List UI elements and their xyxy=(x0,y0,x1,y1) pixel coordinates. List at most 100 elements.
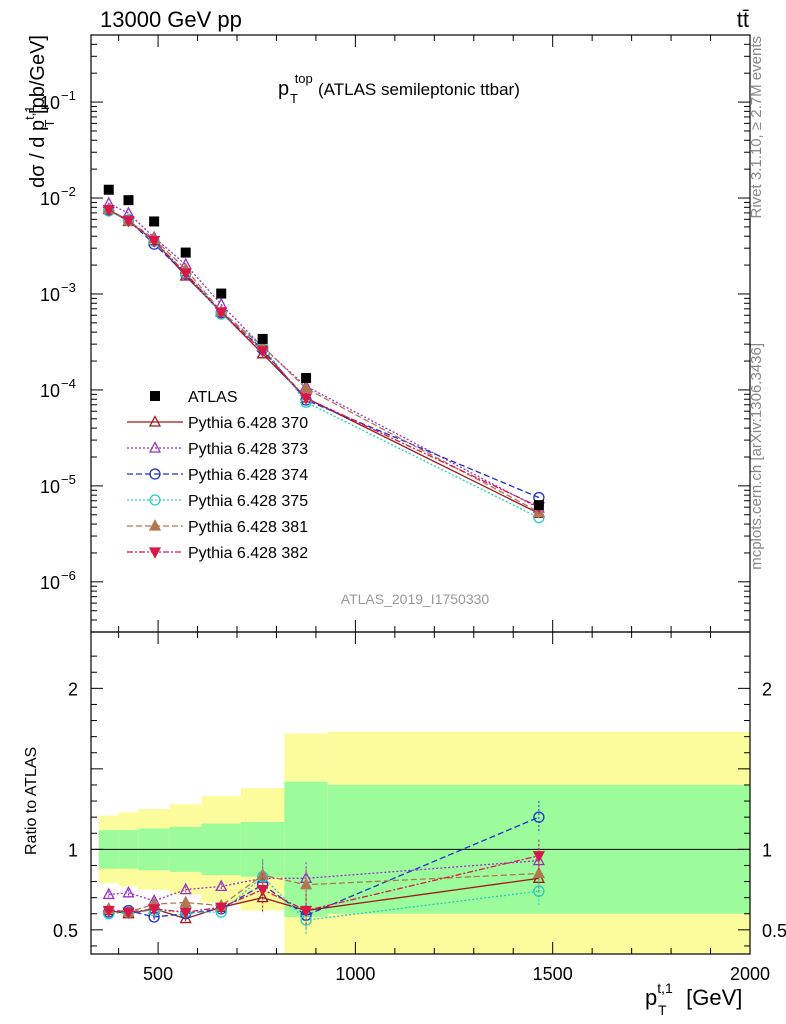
y-tick-label-ratio: 0.5 xyxy=(53,921,78,941)
y-tick-label-exp: −2 xyxy=(61,184,76,199)
y-axis-main-label-sub: T xyxy=(42,119,57,127)
main-panel-frame xyxy=(90,34,751,633)
legend-data-label: ATLAS xyxy=(188,389,238,406)
x-axis-label-sub: T xyxy=(658,1002,667,1018)
series-point-ratio xyxy=(215,879,228,892)
plot-title-main: p xyxy=(278,78,289,100)
series-point-ratio xyxy=(256,884,269,897)
legend-series-marker xyxy=(149,494,161,506)
data-point xyxy=(180,247,191,258)
y-tick-label-main: 10 xyxy=(40,93,60,113)
legend-series-marker xyxy=(148,519,162,531)
series-line-main xyxy=(108,209,540,508)
x-axis-label-unit: [GeV] xyxy=(680,985,742,1010)
y-tick-label-exp: −1 xyxy=(61,88,76,103)
series-point-ratio xyxy=(102,905,115,918)
legend-series-label: Pythia 6.428 381 xyxy=(188,519,308,536)
y-axis-main-label: dσ / d pt,1 T [pb/GeV] xyxy=(22,35,57,188)
series-point-ratio xyxy=(102,887,115,900)
series-point-ratio xyxy=(215,902,228,915)
y-tick-label-main: 10 xyxy=(40,189,60,209)
energy-label: 13000 GeV pp xyxy=(100,7,242,32)
x-axis-label-text: p xyxy=(645,985,657,1010)
series-point-ratio xyxy=(532,851,545,863)
legend-data-marker xyxy=(150,391,160,401)
plot-title-sub: T xyxy=(290,91,298,106)
y-tick-label-main: 10 xyxy=(40,285,60,305)
series-point-main xyxy=(102,205,115,217)
x-tick-label: 1000 xyxy=(335,964,375,984)
legend-series-marker xyxy=(148,547,162,559)
series-line-ratio xyxy=(108,855,540,913)
plot-title: p top T (ATLAS semileptonic ttbar) xyxy=(278,66,520,108)
y-tick-label-ratio-right: 0.5 xyxy=(762,921,786,941)
series-point-main xyxy=(299,381,313,394)
y-tick-label-ratio-right: 1 xyxy=(762,840,772,860)
series-point-main xyxy=(215,307,228,320)
data-point xyxy=(123,195,134,206)
series-point-main xyxy=(148,236,161,248)
y-axis-main-label-unit: [pb/GeV] xyxy=(27,35,49,120)
series-point-ratio xyxy=(532,866,545,879)
series-point-ratio xyxy=(122,907,135,920)
legend-series-label: Pythia 6.428 373 xyxy=(188,441,308,458)
main-panel-series xyxy=(102,196,545,524)
series-point-ratio xyxy=(533,811,545,823)
data-point xyxy=(257,333,268,344)
series-point-ratio xyxy=(122,885,135,898)
legend-series-marker xyxy=(149,468,161,480)
series-line-main xyxy=(108,210,540,519)
y-tick-label-main: 10 xyxy=(40,477,60,497)
series-point-main xyxy=(256,346,269,358)
data-point xyxy=(533,500,544,511)
series-line-main xyxy=(108,208,540,513)
legend-series-label: Pythia 6.428 374 xyxy=(188,467,308,484)
series-line-main xyxy=(108,202,540,509)
y-tick-label-main: 10 xyxy=(40,381,60,401)
y-tick-label-base: 10 xyxy=(40,93,60,113)
ratio-panel-frame xyxy=(90,631,751,955)
axes-frame xyxy=(90,34,751,955)
series-line-ratio xyxy=(108,872,539,913)
y-axis-ratio-label: Ratio to ATLAS xyxy=(23,747,40,855)
data-point xyxy=(301,373,312,384)
mcplots-label: mcplots.cern.ch [arXiv:1306.3436] xyxy=(748,343,765,570)
y-tick-label-exp: −4 xyxy=(61,376,76,391)
series-point-main xyxy=(179,268,192,281)
x-tick-label: 1500 xyxy=(533,964,573,984)
series-point-ratio xyxy=(148,904,161,916)
y-tick-label-base: 10 xyxy=(40,381,60,401)
y-axis-main-label-text: dσ / d p xyxy=(27,120,49,188)
analysis-id-label: ATLAS_2019_I1750330 xyxy=(341,591,490,607)
legend-series-label: Pythia 6.428 370 xyxy=(188,415,308,432)
plot-title-rest: (ATLAS semileptonic ttbar) xyxy=(318,80,520,99)
y-tick-label-ratio: 1 xyxy=(68,840,78,860)
y-tick-label-base: 10 xyxy=(40,285,60,305)
y-axis-main-label-sup: t,1 xyxy=(22,105,37,119)
series-point-ratio xyxy=(299,905,313,918)
data-point xyxy=(216,288,227,299)
y-tick-label-exp: −5 xyxy=(61,472,76,487)
legend-series-label: Pythia 6.428 382 xyxy=(188,545,308,562)
series-point-ratio xyxy=(179,907,192,920)
data-point xyxy=(103,184,114,195)
y-tick-label-main: 10 xyxy=(40,573,60,593)
series-point-ratio xyxy=(179,882,192,895)
legend: ATLAS Pythia 6.428 370 Pythia 6.428 373 Pyt… xyxy=(127,389,308,562)
ratio-panel-series xyxy=(102,801,545,937)
y-tick-label-base: 10 xyxy=(40,573,60,593)
y-tick-label-base: 10 xyxy=(40,189,60,209)
series-line-main xyxy=(108,209,540,499)
x-axis-label: pt,1 T [GeV] xyxy=(645,980,742,1018)
series-point-main xyxy=(299,393,313,405)
process-label: tt̄ xyxy=(737,7,749,32)
rivet-label: Rivet 3.1.10, ≥ 2.7M events xyxy=(748,36,765,219)
series-point-main xyxy=(122,216,135,228)
x-tick-label: 500 xyxy=(143,964,173,984)
series-line-ratio xyxy=(108,816,540,918)
legend-series-label: Pythia 6.428 375 xyxy=(188,493,308,510)
x-axis-label-sup: t,1 xyxy=(657,980,673,996)
plot-title-sup: top xyxy=(295,71,313,86)
